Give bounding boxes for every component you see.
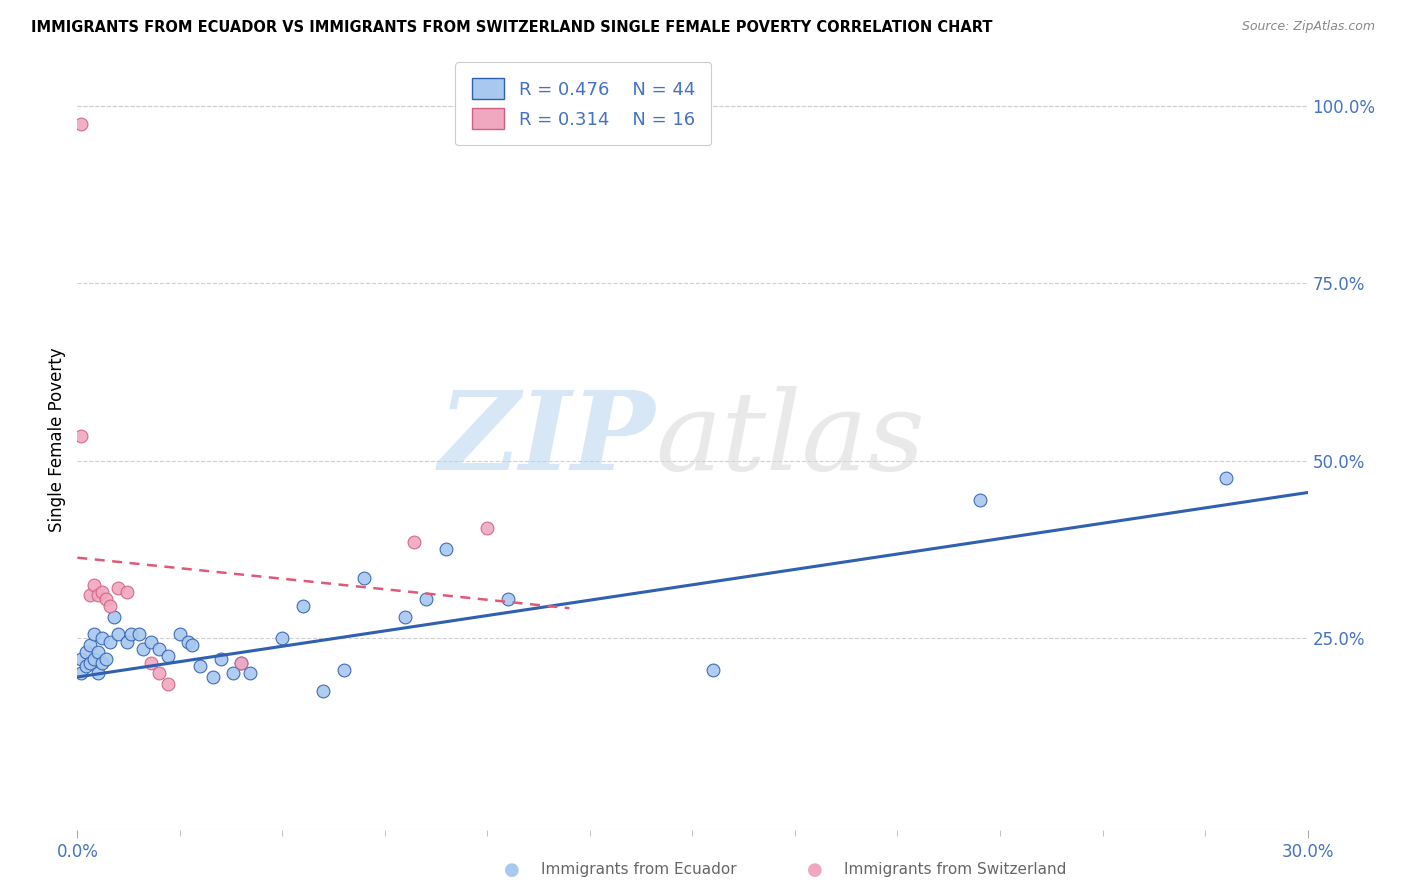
Text: atlas: atlas [655,385,925,493]
Point [201,670,224,684]
Point [169,627,191,641]
Point [181,638,204,652]
Point [79,656,101,670]
Point [148,641,170,656]
Point [231,656,253,670]
Point [70,652,93,666]
Point [156,677,179,691]
Point [231,656,253,670]
Point [271,631,294,645]
Point [70,666,93,681]
Y-axis label: Single Female Poverty: Single Female Poverty [48,347,66,532]
Text: Immigrants from Ecuador: Immigrants from Ecuador [541,863,737,877]
Point [415,591,437,606]
Point [969,492,991,507]
Point [239,666,262,681]
Point [107,627,129,641]
Text: Immigrants from Switzerland: Immigrants from Switzerland [844,863,1066,877]
Point [141,634,163,648]
Text: IMMIGRANTS FROM ECUADOR VS IMMIGRANTS FROM SWITZERLAND SINGLE FEMALE POVERTY COR: IMMIGRANTS FROM ECUADOR VS IMMIGRANTS FR… [31,20,993,35]
Point [90,631,114,645]
Point [115,585,138,599]
Point [107,582,129,596]
Point [75,645,97,659]
Text: ●: ● [807,861,823,879]
Point [353,571,375,585]
Point [70,117,93,131]
Point [83,627,105,641]
Point [98,634,121,648]
Text: ●: ● [505,861,520,879]
Point [496,591,519,606]
Point [98,599,121,613]
Point [132,641,155,656]
Point [188,659,212,673]
Point [87,666,110,681]
Point [79,638,101,652]
Point [402,535,425,549]
Point [1215,471,1237,485]
Point [75,659,97,673]
Point [394,609,416,624]
Point [312,684,335,698]
Point [436,542,458,557]
Point [148,666,170,681]
Point [83,578,105,592]
Point [209,652,232,666]
Point [83,652,105,666]
Point [291,599,314,613]
Point [103,609,125,624]
Point [333,663,356,677]
Point [94,652,117,666]
Point [90,585,114,599]
Point [115,634,138,648]
Point [177,634,200,648]
Point [141,656,163,670]
Point [477,521,499,535]
Point [702,663,724,677]
Text: Source: ZipAtlas.com: Source: ZipAtlas.com [1241,20,1375,33]
Point [87,589,110,603]
Text: ZIP: ZIP [439,385,655,493]
Point [156,648,179,663]
Legend: R = 0.476    N = 44, R = 0.314    N = 16: R = 0.476 N = 44, R = 0.314 N = 16 [456,62,711,145]
Point [128,627,150,641]
Point [222,666,245,681]
Point [90,656,114,670]
Point [87,645,110,659]
Point [120,627,142,641]
Point [79,589,101,603]
Point [70,429,93,443]
Point [94,591,117,606]
